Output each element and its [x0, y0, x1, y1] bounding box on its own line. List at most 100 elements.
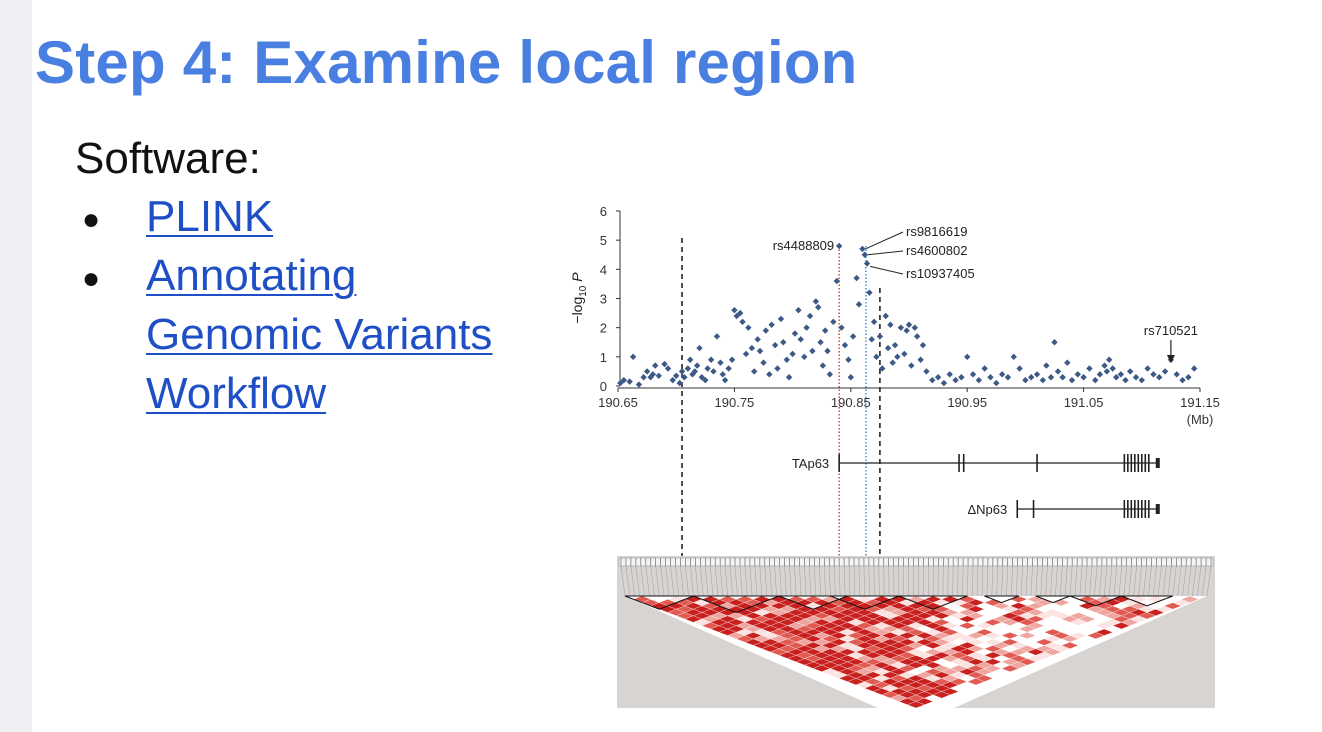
bullet-marker: ●	[82, 203, 101, 236]
data-point	[870, 318, 878, 326]
y-tick-label: 4	[600, 262, 607, 277]
ld-connector-line	[1138, 565, 1142, 597]
data-point	[1122, 376, 1129, 384]
ld-connector-line	[749, 565, 753, 597]
data-point	[998, 371, 1006, 378]
data-point	[1028, 374, 1035, 381]
data-point	[789, 350, 796, 358]
y-axis-label: −log10 P	[569, 272, 589, 324]
data-point	[882, 312, 889, 320]
ld-connector-line	[754, 565, 758, 597]
data-point	[643, 368, 651, 375]
data-point	[673, 372, 680, 379]
snp-leader-line	[869, 265, 904, 275]
gene-exon	[1123, 500, 1126, 518]
ld-connector-line	[858, 565, 860, 597]
ld-connector-line	[650, 565, 655, 597]
gene-exon	[1134, 454, 1136, 472]
ld-connector-line	[695, 565, 699, 597]
data-point	[861, 251, 868, 258]
data-point	[686, 356, 694, 363]
data-point	[698, 374, 706, 381]
ld-connector-line	[972, 565, 974, 597]
data-point	[1096, 371, 1104, 378]
data-point	[691, 368, 699, 375]
data-point	[719, 371, 726, 378]
data-point	[750, 368, 758, 375]
gene-exon	[1141, 454, 1143, 472]
ld-connector-line	[863, 565, 865, 597]
data-point	[785, 374, 793, 381]
data-point	[845, 356, 852, 363]
ld-connector-line	[1016, 565, 1018, 597]
gene-label: TAp63	[792, 456, 829, 471]
ld-connector-line	[1167, 565, 1172, 597]
data-point	[1004, 374, 1012, 381]
ld-connector-line	[804, 565, 807, 597]
ld-connector-line	[834, 565, 836, 597]
data-point	[1150, 371, 1157, 378]
data-point	[1117, 371, 1125, 378]
data-point	[696, 344, 703, 352]
y-tick-label: 3	[600, 292, 607, 307]
data-point	[678, 368, 686, 375]
haplotype-block	[778, 595, 848, 610]
ld-connector-line	[685, 565, 689, 597]
y-tick-label: 1	[600, 350, 607, 365]
ld-connector-line	[1201, 565, 1207, 597]
data-point	[1051, 339, 1058, 346]
ld-connector-line	[1143, 565, 1147, 597]
data-point	[797, 336, 804, 343]
haplotype-block	[1121, 595, 1173, 607]
data-point	[725, 365, 732, 372]
data-point	[923, 368, 930, 375]
ld-connector-line	[814, 565, 816, 597]
ld-connector-line	[981, 565, 984, 597]
ld-connector-line	[739, 565, 743, 597]
data-point	[855, 301, 863, 308]
plink-link[interactable]: PLINK	[146, 192, 274, 241]
ld-connector-line	[1094, 565, 1098, 597]
data-point	[748, 344, 756, 352]
y-tick-label: 2	[600, 321, 607, 336]
data-point	[1068, 376, 1076, 384]
data-point	[987, 374, 994, 381]
data-point	[1010, 353, 1017, 361]
data-point	[1092, 376, 1099, 384]
ld-connector-line	[1187, 565, 1192, 597]
ld-cell	[1180, 595, 1199, 603]
data-point	[876, 333, 884, 340]
data-point	[1016, 365, 1023, 372]
ld-connector-line	[724, 565, 728, 597]
ld-connector-line	[962, 565, 964, 597]
data-point	[1033, 371, 1041, 378]
ld-connector-line	[759, 565, 763, 597]
data-point	[626, 378, 633, 385]
regional-plot-svg: 0 1 2 3 4 5 6 −log10 P 190.65 190.75 190.85 190.95 1…	[569, 204, 1220, 718]
data-point	[760, 359, 767, 366]
data-point	[795, 306, 802, 314]
haplotype-block	[984, 595, 1019, 604]
ld-connector-line	[878, 565, 880, 597]
x-tick-label: 190.85	[831, 395, 871, 410]
data-point	[655, 372, 662, 379]
data-point	[1112, 374, 1120, 381]
x-tick-label: 190.75	[715, 395, 755, 410]
ld-connector-line	[1040, 565, 1043, 597]
data-point	[903, 327, 910, 334]
ld-connector-line	[710, 565, 714, 597]
data-point	[766, 371, 773, 378]
gene-exon	[1155, 504, 1160, 514]
annotating-variants-link-line-3[interactable]: Workflow	[146, 369, 327, 418]
data-point	[1185, 374, 1192, 381]
data-point	[835, 242, 843, 250]
ld-connector-line	[1118, 565, 1122, 597]
data-point	[830, 318, 837, 326]
data-point	[710, 368, 717, 375]
ld-connector-line	[769, 565, 772, 597]
annotating-variants-link-line-2[interactable]: Genomic Variants	[146, 310, 493, 359]
data-point	[894, 353, 901, 361]
data-point	[1179, 376, 1186, 384]
annotating-variants-link-line-1[interactable]: Annotating	[146, 251, 357, 300]
x-tick-label: 191.05	[1064, 395, 1104, 410]
